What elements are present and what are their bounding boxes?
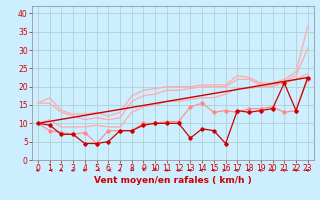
X-axis label: Vent moyen/en rafales ( km/h ): Vent moyen/en rafales ( km/h ) <box>94 176 252 185</box>
